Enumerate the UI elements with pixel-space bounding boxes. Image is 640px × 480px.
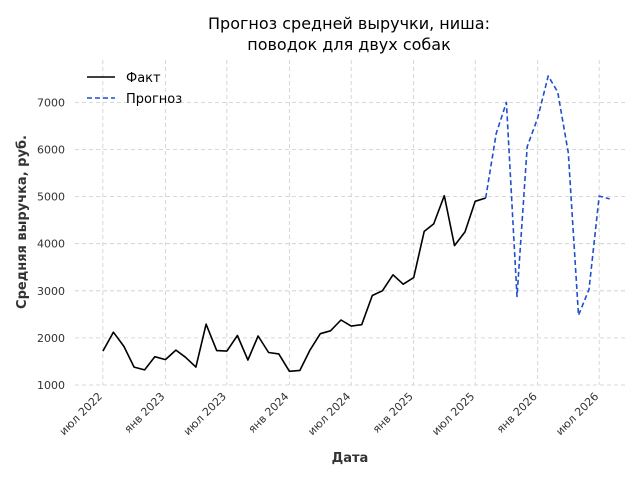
x-tick-label: июл 2024 xyxy=(305,390,353,438)
x-axis-label: Дата xyxy=(332,451,369,466)
series-lines xyxy=(102,75,610,373)
x-tick-label: янв 2026 xyxy=(494,390,540,436)
x-tick-label: янв 2025 xyxy=(370,390,416,436)
x-tick-label: июл 2025 xyxy=(429,390,477,438)
y-tick-label: 6000 xyxy=(37,143,65,156)
x-tick-label: янв 2024 xyxy=(246,390,292,436)
x-tick-label: июл 2026 xyxy=(553,390,601,438)
y-tick-label: 3000 xyxy=(37,285,65,298)
chart-title-line-1: Прогноз средней выручки, ниша: xyxy=(208,14,490,33)
x-tick-label: июл 2023 xyxy=(181,390,229,438)
y-tick-label: 5000 xyxy=(37,191,65,204)
y-tick-label: 2000 xyxy=(37,332,65,345)
series-line-forecast xyxy=(484,75,610,317)
legend: Факт Прогноз xyxy=(87,71,182,107)
y-axis-ticks: 1000 2000 3000 4000 5000 6000 7000 xyxy=(37,96,65,392)
y-axis-label: Средняя выручка, руб. xyxy=(15,135,30,309)
y-tick-label: 4000 xyxy=(37,238,65,251)
x-tick-label: янв 2023 xyxy=(122,390,168,436)
chart-title-line-2: поводок для двух собак xyxy=(247,35,451,54)
x-tick-label: июл 2022 xyxy=(57,390,105,438)
y-tick-label: 7000 xyxy=(37,96,65,109)
grid xyxy=(75,60,625,386)
y-tick-label: 1000 xyxy=(37,379,65,392)
legend-label-forecast: Прогноз xyxy=(126,92,182,107)
legend-label-fact: Факт xyxy=(126,71,161,86)
x-axis-ticks: июл 2022 янв 2023 июл 2023 янв 2024 июл 2024… xyxy=(57,390,601,438)
series-line-fact xyxy=(102,194,486,373)
